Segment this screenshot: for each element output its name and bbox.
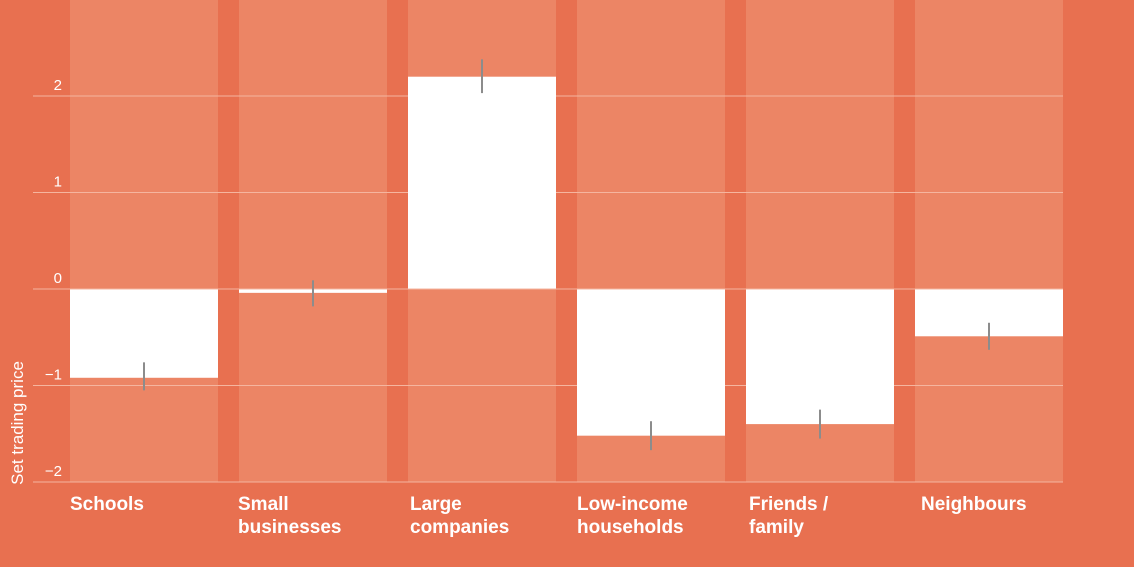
category-band xyxy=(915,0,1063,482)
y-axis-title: Set trading price xyxy=(8,361,27,485)
y-tick-label: −2 xyxy=(45,463,62,480)
category-label: Neighbours xyxy=(921,494,1027,515)
bar xyxy=(408,76,556,289)
bar xyxy=(746,289,894,425)
category-label: Low-income households xyxy=(577,494,688,538)
category-label: Small businesses xyxy=(238,494,342,538)
category-band xyxy=(239,0,387,482)
category-label: Schools xyxy=(70,494,144,515)
category-band xyxy=(70,0,218,482)
y-tick-label: 0 xyxy=(54,270,62,287)
category-label: Large companies xyxy=(410,494,509,538)
y-tick-label: 2 xyxy=(54,77,62,94)
bar xyxy=(577,289,725,436)
category-label: Friends / family xyxy=(749,494,829,538)
y-tick-label: −1 xyxy=(45,367,62,384)
y-tick-label: 1 xyxy=(54,174,62,191)
